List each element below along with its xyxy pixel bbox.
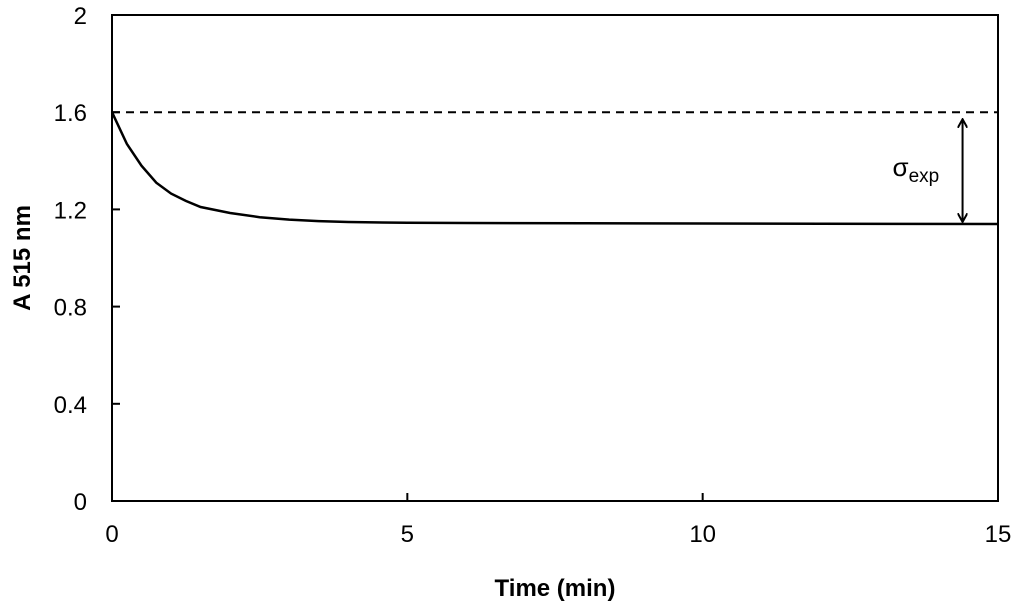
x-tick-label: 5 (401, 521, 414, 548)
y-tick-label: 2 (74, 3, 87, 30)
y-tick-label: 1.2 (54, 197, 87, 224)
absorbance-series-line (110, 111, 999, 226)
y-axis-title: A 515 nm (9, 205, 36, 311)
plot-area (111, 14, 999, 502)
x-tick-label: 10 (689, 521, 716, 548)
y-tick-label: 1.6 (54, 100, 87, 127)
y-tick-label: 0.4 (54, 392, 87, 419)
x-tick-label: 0 (105, 521, 118, 548)
sigma-exp-label-sub: exp (909, 166, 940, 187)
x-tick-label: 15 (985, 521, 1012, 548)
sigma-exp-label-main: σ (893, 152, 909, 182)
y-tick-label: 0 (74, 489, 87, 516)
x-axis-title: Time (min) (495, 575, 616, 602)
y-tick-label: 0.8 (54, 295, 87, 322)
sigma-exp-label: σexp (893, 152, 940, 187)
